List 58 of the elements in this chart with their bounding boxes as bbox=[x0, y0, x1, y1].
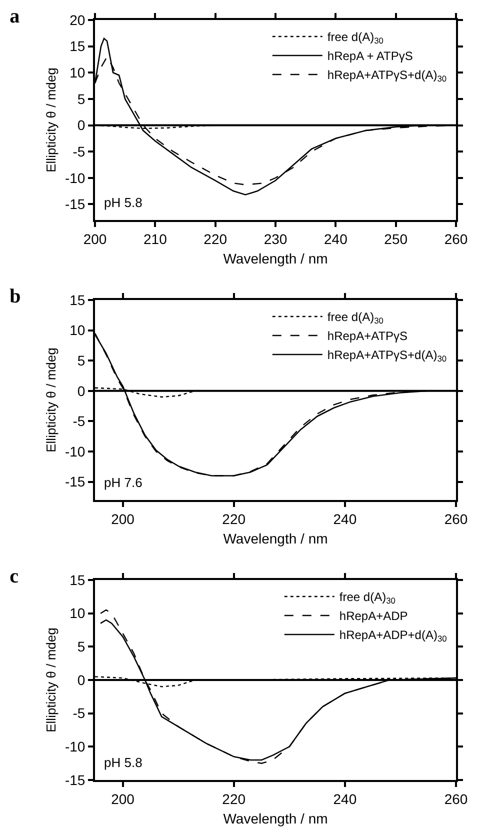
y-tick-label: 20 bbox=[70, 12, 86, 28]
x-tick-label: 200 bbox=[111, 790, 135, 807]
x-tick-label: 220 bbox=[204, 230, 228, 247]
x-tick-label: 240 bbox=[333, 510, 357, 527]
x-tick-label: 200 bbox=[111, 510, 135, 527]
chart-title: c bbox=[10, 565, 19, 588]
y-axis-title: Ellipticity θ / mdeg bbox=[43, 348, 58, 452]
x-axis-title: Wavelength / nm bbox=[223, 810, 328, 827]
x-tick-label: 260 bbox=[444, 510, 468, 527]
y-tick-label: 10 bbox=[70, 605, 86, 622]
y-tick-label: -10 bbox=[64, 738, 86, 755]
x-tick-label: 260 bbox=[444, 230, 468, 247]
y-tick-label: -15 bbox=[64, 196, 86, 212]
x-tick-label: 220 bbox=[222, 510, 246, 527]
y-tick-label: -10 bbox=[64, 443, 86, 460]
y-tick-label: 15 bbox=[70, 38, 86, 54]
annotation: pH 5.8 bbox=[104, 195, 142, 210]
x-tick-label: 220 bbox=[222, 790, 246, 807]
chart-title: b bbox=[10, 285, 21, 308]
x-axis-title: Wavelength / nm bbox=[223, 530, 328, 547]
legend-label: hRepA + ATPγS bbox=[327, 49, 413, 64]
y-tick-label: 5 bbox=[77, 638, 86, 655]
x-tick-label: 210 bbox=[143, 230, 168, 247]
legend-label: hRepA+ATPγS+d(A)$_{30}$ bbox=[327, 348, 447, 364]
y-tick-label: -10 bbox=[64, 170, 86, 186]
x-tick-label: 230 bbox=[264, 230, 288, 247]
y-tick-label: -5 bbox=[72, 143, 86, 160]
x-axis-title: Wavelength / nm bbox=[223, 250, 328, 267]
annotation: pH 7.6 bbox=[104, 475, 142, 490]
y-tick-label: 0 bbox=[77, 382, 86, 399]
legend-label: free d(A)$_{30}$ bbox=[339, 590, 396, 606]
legend-label: free d(A)$_{30}$ bbox=[327, 30, 384, 46]
y-tick-label: -5 bbox=[72, 413, 86, 430]
x-tick-label: 240 bbox=[324, 230, 348, 247]
y-tick-label: 10 bbox=[70, 64, 86, 81]
x-tick-label: 200 bbox=[83, 230, 107, 247]
y-tick-label: 5 bbox=[77, 90, 86, 107]
y-tick-label: 15 bbox=[70, 292, 86, 308]
legend-label: free d(A)$_{30}$ bbox=[327, 310, 384, 326]
y-tick-label: -15 bbox=[64, 772, 86, 788]
y-axis-title: Ellipticity θ / mdeg bbox=[43, 68, 58, 172]
y-tick-label: 0 bbox=[77, 672, 86, 688]
y-tick-label: 15 bbox=[70, 572, 86, 588]
y-tick-label: 10 bbox=[70, 322, 86, 338]
y-tick-label: 0 bbox=[77, 117, 86, 134]
y-axis-title: Ellipticity θ / mdeg bbox=[43, 628, 58, 732]
legend-label: hRepA+ATPγS+d(A)$_{30}$ bbox=[327, 68, 447, 84]
chart-title: a bbox=[10, 5, 20, 28]
y-tick-label: -5 bbox=[72, 705, 86, 722]
legend-label: hRepA+ADP bbox=[339, 609, 408, 624]
x-tick-label: 250 bbox=[384, 230, 408, 247]
x-tick-label: 260 bbox=[444, 790, 468, 807]
annotation: pH 5.8 bbox=[104, 755, 142, 770]
x-tick-label: 240 bbox=[333, 790, 357, 807]
legend-label: hRepA+ATPγS bbox=[327, 329, 408, 344]
y-tick-label: 5 bbox=[77, 352, 86, 369]
legend-label: hRepA+ADP+d(A)$_{30}$ bbox=[339, 628, 448, 644]
y-tick-label: -15 bbox=[64, 474, 86, 490]
